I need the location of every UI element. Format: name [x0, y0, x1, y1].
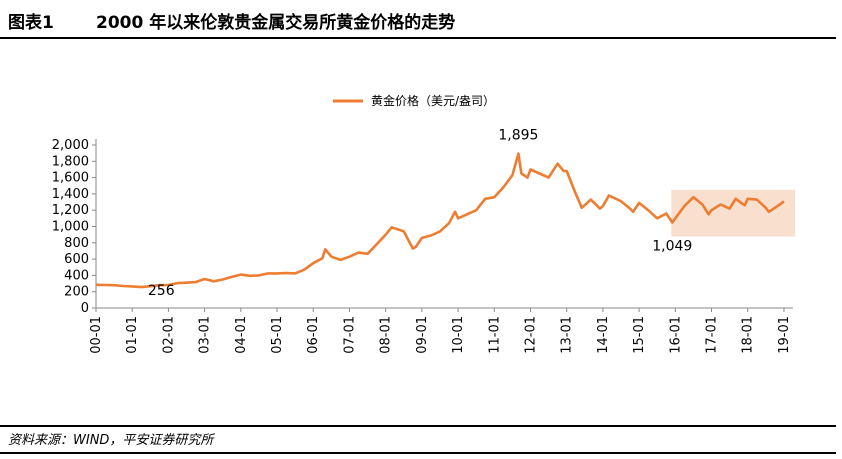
y-tick-label: 1,400 — [52, 187, 89, 202]
y-tick-label: 600 — [64, 252, 89, 267]
x-tick-label: 13-01 — [560, 316, 575, 354]
annotation-label: 1,049 — [652, 239, 692, 255]
annotation-label: 1,895 — [498, 128, 538, 144]
y-tick-label: 400 — [64, 268, 89, 283]
x-tick-label: 15-01 — [632, 316, 647, 354]
figure-title: 2000 年以来伦敦贵金属交易所黄金价格的走势 — [96, 13, 456, 33]
y-tick-label: 1,200 — [52, 203, 89, 218]
y-tick-label: 800 — [64, 236, 89, 251]
x-tick-label: 19-01 — [777, 316, 792, 354]
header-divider — [0, 37, 836, 39]
x-tick-label: 12-01 — [523, 316, 538, 354]
x-tick-label: 01-01 — [125, 316, 140, 354]
y-tick-label: 0 — [81, 301, 89, 316]
x-tick-label: 03-01 — [198, 316, 213, 354]
y-tick-label: 1,800 — [52, 154, 89, 169]
x-tick-label: 11-01 — [487, 316, 502, 354]
annotation-label: 256 — [148, 283, 175, 299]
highlight-layer — [671, 189, 795, 237]
source-note: 资料来源：WIND，平安证券研究所 — [8, 433, 214, 448]
legend: 黄金价格（美元/盎司） — [333, 93, 495, 108]
footer-divider — [0, 425, 836, 427]
y-tick-label: 200 — [64, 285, 89, 300]
x-tick-label: 05-01 — [270, 316, 285, 354]
x-tick-label: 02-01 — [161, 316, 176, 354]
x-tick-label: 08-01 — [379, 316, 394, 354]
x-tick-label: 14-01 — [596, 316, 611, 354]
y-tick-label: 1,600 — [52, 171, 89, 186]
x-tick-label: 10-01 — [451, 316, 466, 354]
x-tick-label: 07-01 — [342, 316, 357, 354]
annotations: 1,895 1,049 256 — [148, 128, 692, 300]
x-tick-label: 04-01 — [234, 316, 249, 354]
x-tick-label: 18-01 — [741, 316, 756, 354]
y-tick-label: 1,000 — [52, 220, 89, 235]
highlight-region — [671, 189, 795, 237]
series-line — [95, 152, 785, 289]
footer-divider-bottom — [0, 452, 836, 454]
x-tick-label: 17-01 — [705, 316, 720, 354]
legend-label: 黄金价格（美元/盎司） — [371, 93, 495, 108]
figure-header: 图表1 2000 年以来伦敦贵金属交易所黄金价格的走势 — [0, 0, 842, 38]
x-tick-label: 06-01 — [306, 316, 321, 354]
y-tick-label: 2,000 — [52, 138, 89, 153]
figure-label: 图表1 — [8, 13, 54, 33]
x-tick-label: 09-01 — [415, 316, 430, 354]
series-layer — [95, 152, 785, 289]
x-tick-label: 00-01 — [89, 316, 104, 354]
x-tick-label: 16-01 — [668, 316, 683, 354]
